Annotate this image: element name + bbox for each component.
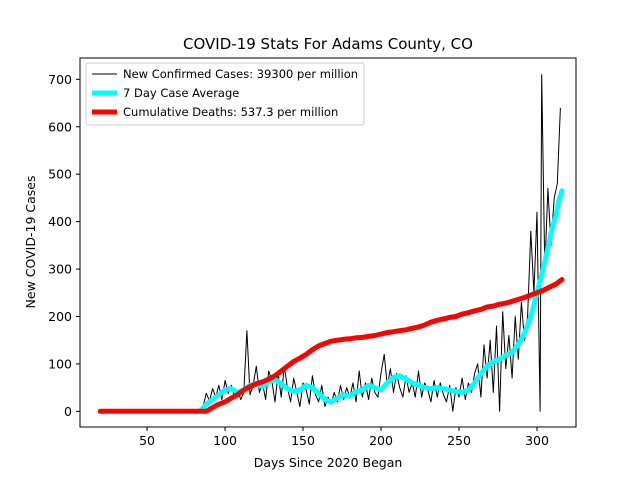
y-tick-label: 500 [48,167,72,182]
x-tick-label: 300 [525,433,549,448]
y-tick-label: 400 [48,214,72,229]
axes-frame [79,57,577,428]
x-tick-label: 50 [139,433,155,448]
x-tick-label: 150 [291,433,315,448]
y-tick-label: 600 [48,119,72,134]
y-axis-ticks: 0 100 200 300 400 500 600 700 [48,72,80,419]
y-tick-label: 0 [64,404,72,419]
y-tick-label: 300 [48,262,72,277]
x-tick-label: 250 [447,433,471,448]
y-tick-label: 100 [48,356,72,371]
y-axis-label: New COVID-19 Cases [23,176,38,309]
legend-label-cumulative-deaths: Cumulative Deaths: 537.3 per million [123,105,338,119]
legend: New Confirmed Cases: 39300 per million 7… [85,62,365,126]
series-line-0 [100,74,561,412]
plot-lines [97,74,565,414]
legend-label-new-cases: New Confirmed Cases: 39300 per million [123,67,358,81]
x-tick-label: 100 [213,433,237,448]
series-line-1 [197,188,565,414]
chart-title: COVID-19 Stats For Adams County, CO [183,35,473,53]
y-tick-label: 700 [48,72,72,87]
x-axis-ticks: 50 100 150 200 250 300 [139,427,549,448]
series-line-2 [97,277,565,414]
x-tick-label: 200 [369,433,393,448]
x-axis-label: Days Since 2020 Began [254,455,403,470]
y-tick-label: 200 [48,309,72,324]
legend-label-7-day-average: 7 Day Case Average [123,86,239,100]
legend-box [85,62,365,126]
